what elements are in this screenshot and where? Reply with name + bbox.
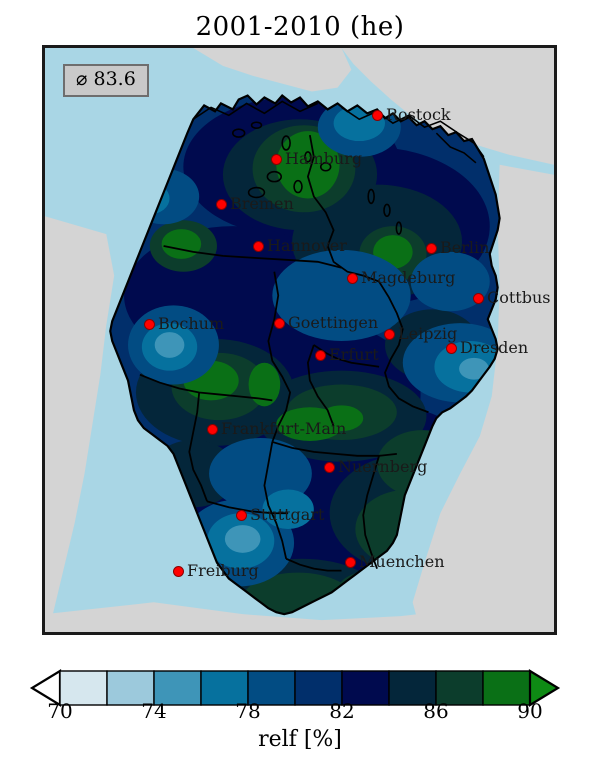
colorbar-tick-74: 74: [141, 699, 167, 723]
coastline-detail: [192, 100, 485, 235]
colorbar[interactable]: 70 74 78 82 86 90 relf [%]: [0, 665, 600, 780]
city-marker-berlin[interactable]: [426, 243, 437, 254]
city-marker-magdeburg[interactable]: [347, 273, 358, 284]
city-marker-hamburg[interactable]: [271, 154, 282, 165]
city-marker-frankfurt-main[interactable]: [207, 424, 218, 435]
colorbar-band-7[interactable]: [388, 670, 437, 706]
colorbar-over-arrow: [528, 669, 561, 707]
city-marker-hannover[interactable]: [253, 241, 264, 252]
city-label-magdeburg: Magdeburg: [361, 268, 456, 287]
city-marker-rostock[interactable]: [372, 110, 383, 121]
domain-mean-badge: ⌀ 83.6: [63, 64, 149, 97]
city-label-hamburg: Hamburg: [285, 149, 363, 168]
colorbar-axis-label: relf [%]: [258, 727, 342, 752]
city-label-cottbus: Cottbus: [487, 288, 551, 307]
city-label-frankfurt-main: Frankfurt-Main: [221, 419, 347, 438]
colorbar-tick-82: 82: [329, 699, 355, 723]
city-marker-nuernberg[interactable]: [324, 462, 335, 473]
city-label-leipzig: Leipzig: [398, 324, 458, 343]
colorbar-band-5[interactable]: [294, 670, 343, 706]
map-canvas: [45, 48, 554, 632]
colorbar-band-6[interactable]: [341, 670, 390, 706]
city-marker-erfurt[interactable]: [315, 350, 326, 361]
colorbar-tick-70: 70: [47, 699, 73, 723]
city-marker-muenchen[interactable]: [345, 557, 356, 568]
city-label-muenchen: Muenchen: [359, 552, 445, 571]
city-marker-layer: Rostock Hamburg Bremen Hannover Berlin Magdeb…: [45, 48, 554, 632]
city-label-stuttgart: Stuttgart: [250, 505, 325, 524]
city-label-hannover: Hannover: [267, 236, 347, 255]
colorbar-canvas: [29, 669, 561, 707]
city-marker-goettingen[interactable]: [274, 318, 285, 329]
city-marker-bremen[interactable]: [216, 199, 227, 210]
city-marker-dresden[interactable]: [446, 343, 457, 354]
colorbar-tick-90: 90: [517, 699, 543, 723]
colorbar-band-8[interactable]: [435, 670, 484, 706]
city-label-bremen: Bremen: [230, 194, 294, 213]
colorbar-tick-78: 78: [235, 699, 261, 723]
foreign-land-layer: [45, 48, 554, 632]
city-label-dresden: Dresden: [460, 338, 529, 357]
city-marker-freiburg[interactable]: [173, 566, 184, 577]
city-marker-stuttgart[interactable]: [236, 510, 247, 521]
city-label-goettingen: Goettingen: [288, 313, 379, 332]
city-label-nuernberg: Nuernberg: [338, 457, 428, 476]
city-label-berlin: Berlin: [440, 238, 490, 257]
city-marker-leipzig[interactable]: [384, 329, 395, 340]
colorbar-band-9[interactable]: [482, 670, 531, 706]
map-panel[interactable]: ⌀ 83.6 Rostock Hamburg Bremen Hannover Berli…: [42, 45, 557, 635]
city-label-erfurt: Erfurt: [329, 345, 379, 364]
page-title: 2001-2010 (he): [195, 12, 405, 42]
colorbar-band-0[interactable]: [59, 670, 108, 706]
city-label-rostock: Rostock: [386, 105, 451, 124]
city-label-bochum: Bochum: [158, 314, 225, 333]
city-marker-bochum[interactable]: [144, 319, 155, 330]
city-label-freiburg: Freiburg: [187, 561, 259, 580]
city-marker-cottbus[interactable]: [473, 293, 484, 304]
state-borders: [139, 134, 429, 572]
colorbar-bands: [29, 669, 561, 707]
national-border: [109, 94, 501, 616]
colorbar-tick-86: 86: [423, 699, 449, 723]
